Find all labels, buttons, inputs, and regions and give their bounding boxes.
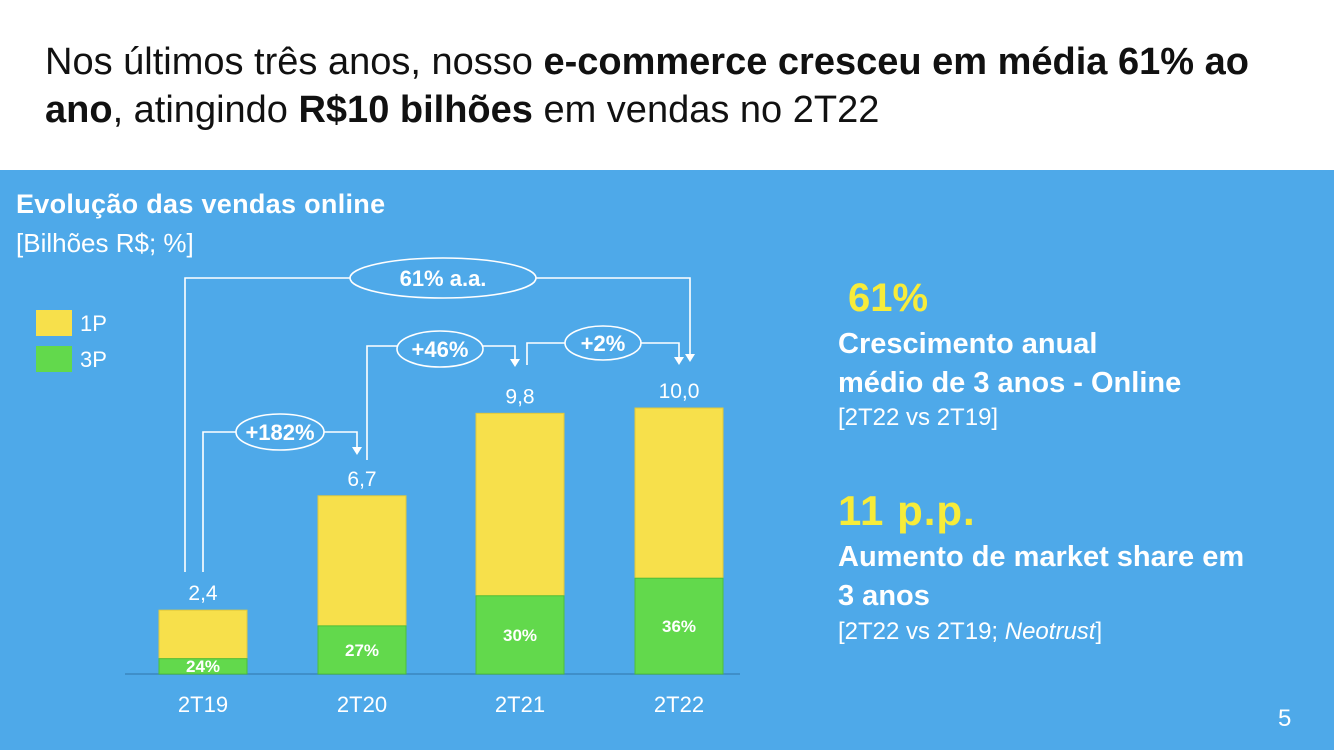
kpi-share-note-close: ] [1095, 618, 1103, 645]
growth-annotation-2t21-2t22-label: +2% [581, 331, 626, 356]
bar-3p-2T20 [317, 625, 407, 675]
slide-header: Nos últimos três anos, nosso e-commerce … [0, 0, 1334, 170]
growth-annotation-total-arrow [685, 354, 695, 362]
legend-swatch-1P [36, 310, 72, 336]
growth-annotation-2t20-2t21-ellipse [396, 330, 484, 368]
kpi-share-note-source: Neotrust [1004, 618, 1096, 645]
category-label-2T20: 2T20 [337, 692, 387, 717]
kpi-share-label-line2: 3 anos [838, 580, 930, 612]
growth-annotation-2t20-2t21-label: +46% [412, 337, 469, 362]
share-label-3p-2T22: 36% [662, 617, 696, 636]
kpi-growth-note: [2T22 vs 2T19] [838, 404, 999, 431]
growth-annotation-total-right-line [536, 277, 691, 354]
growth-annotation-2t19-2t20-arrow [352, 447, 362, 455]
growth-annotation-2t21-2t22-arrow [674, 357, 684, 365]
kpi-share-note-text: [2T22 vs 2T19; [838, 618, 1005, 645]
legend-label-1P: 1P [80, 311, 107, 336]
growth-annotation-total-left-line [184, 277, 350, 572]
page-number: 5 [1278, 705, 1292, 732]
growth-annotation-2t20-2t21-right-line [483, 345, 516, 359]
growth-annotation-2t21-2t22-left-line [526, 342, 565, 365]
kpi-growth-value: 61% [848, 276, 929, 320]
headline-text-1: Nos últimos três anos, nosso [45, 41, 544, 83]
bar-3p-2T21 [475, 595, 565, 675]
bar-1p-2T19 [158, 609, 248, 660]
legend-label-3P: 3P [80, 347, 107, 372]
bar-3p-2T22 [634, 577, 724, 675]
bar-1p-2T22 [634, 407, 724, 579]
headline-text-2: , atingindo [112, 89, 299, 131]
kpi-share-value: 11 p.p. [838, 487, 976, 534]
bar-1p-2T21 [475, 412, 565, 597]
kpi-share-note: [2T22 vs 2T19; Neotrust] [838, 618, 1102, 646]
bar-1p-2T20 [317, 495, 407, 627]
growth-annotation-2t21-2t22-ellipse [564, 325, 642, 361]
headline-bold-2: R$10 bilhões [298, 89, 533, 131]
kpi-share-label-line1: Aumento de market share em [838, 541, 1245, 573]
legend-swatch-3P [36, 346, 72, 372]
total-label-2T21: 9,8 [505, 385, 534, 408]
total-label-2T19: 2,4 [188, 582, 218, 605]
share-label-3p-2T20: 27% [345, 641, 379, 660]
growth-annotation-2t20-2t21-left-line [366, 345, 397, 460]
total-label-2T22: 10,0 [659, 380, 700, 403]
growth-annotation-2t19-2t20-ellipse [235, 413, 325, 451]
growth-annotation-total-ellipse [349, 257, 537, 299]
category-label-2T21: 2T21 [495, 692, 545, 717]
share-label-3p-2T21: 30% [503, 626, 537, 645]
total-label-2T20: 6,7 [347, 468, 376, 491]
growth-annotation-total-label: 61% a.a. [400, 266, 487, 291]
headline: Nos últimos três anos, nosso e-commerce … [45, 38, 1285, 134]
growth-annotation-2t19-2t20-right-line [324, 431, 358, 447]
headline-text-3: em vendas no 2T22 [532, 89, 880, 131]
category-label-2T19: 2T19 [178, 692, 228, 717]
sales-chart: 24% 2,4 2T19 27% 6,7 2T20 30% 9,8 2T21 36% 10,0 2T2… [36, 257, 740, 717]
kpi-growth-label-line1: Crescimento anual [838, 328, 1098, 360]
growth-annotation-2t21-2t22-right-line [641, 342, 680, 357]
growth-annotation-2t20-2t21-arrow [510, 359, 520, 367]
category-label-2T22: 2T22 [654, 692, 704, 717]
headline-bold-1: e-commerce cresceu em média 61% ao ano [45, 41, 1249, 131]
growth-annotation-2t19-2t20-label: +182% [245, 420, 314, 445]
chart-subtitle: [Bilhões R$; %] [16, 228, 194, 258]
kpi-growth-label-line2: médio de 3 anos - Online [838, 367, 1182, 399]
chart-title: Evolução das vendas online [16, 189, 386, 219]
bar-3p-2T19 [158, 658, 248, 675]
growth-annotation-2t19-2t20-left-line [202, 431, 236, 572]
share-label-3p-2T19: 24% [186, 657, 220, 676]
